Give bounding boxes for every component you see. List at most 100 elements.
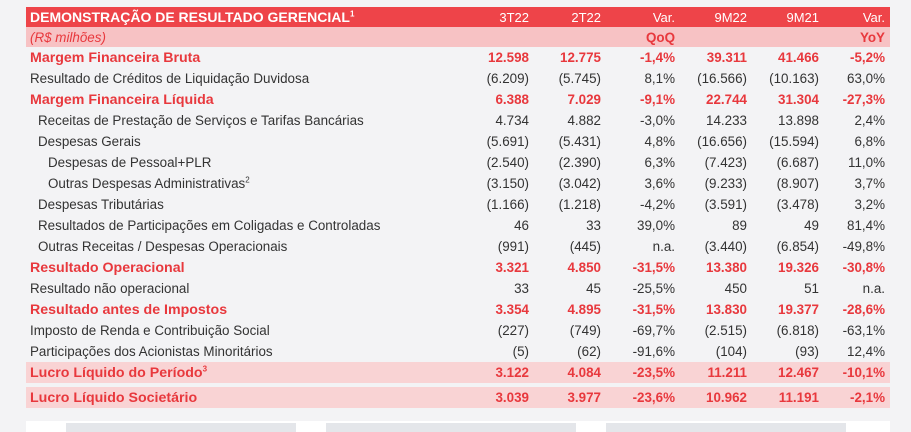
footnote-marker: 3	[202, 363, 208, 373]
row-label: Margem Financeira Líquida	[26, 89, 438, 110]
row-label-text: Imposto de Renda e Contribuição Social	[30, 323, 270, 338]
cell-var-yoy: -49,8%	[842, 239, 885, 254]
row-label: Lucro Líquido do Período3	[26, 362, 438, 383]
col-header-2t22: 2T22	[534, 7, 606, 27]
subheader-empty	[438, 27, 534, 47]
cell-var-qoq: -31,5%	[632, 302, 675, 317]
subheader-empty	[752, 27, 824, 47]
cell-var-qoq: 6,3%	[644, 155, 675, 170]
cell-var-yoy: -30,8%	[842, 260, 885, 275]
table-row: Receitas de Prestação de Serviços e Tari…	[26, 110, 890, 131]
unit-label: (R$ milhões)	[26, 27, 438, 47]
cell-9m21: (15.594)	[769, 134, 819, 149]
cell-var-yoy: -10,1%	[824, 362, 890, 383]
row-label: Resultado antes de Impostos	[26, 299, 438, 320]
row-label: Resultado não operacional	[26, 278, 438, 299]
cell-2t22: 4.895	[567, 302, 601, 317]
table-header-row: DEMONSTRAÇÃO DE RESULTADO GERENCIAL1 3T2…	[26, 7, 890, 27]
table-row: Margem Financeira Bruta 12.598 12.775 -1,4%…	[26, 47, 890, 68]
yoy-label: YoY	[824, 27, 890, 47]
table-row: Resultado Operacional 3.321 4.850 -31,5% 13.…	[26, 257, 890, 278]
cell-3t22: (991)	[497, 239, 529, 254]
qoq-label: QoQ	[606, 27, 680, 47]
cell-3t22: (6.209)	[486, 71, 529, 86]
row-label-text: Margem Financeira Bruta	[30, 49, 201, 66]
cell-2t22: (2.390)	[558, 155, 601, 170]
cell-3t22: 33	[514, 281, 529, 296]
row-label-text: Lucro Líquido Societário	[30, 389, 198, 406]
cell-2t22: 4.882	[567, 113, 601, 128]
row-label: Imposto de Renda e Contribuição Social	[26, 320, 438, 341]
row-label: Receitas de Prestação de Serviços e Tari…	[26, 110, 438, 131]
cell-9m21: 12.467	[752, 362, 824, 383]
cell-var-yoy: -2,1%	[824, 387, 890, 408]
row-label-text: Resultado não operacional	[30, 281, 190, 296]
cell-9m22: 89	[732, 218, 747, 233]
cell-var-qoq: -25,5%	[632, 281, 675, 296]
cell-2t22: (445)	[569, 239, 601, 254]
col-header-var-yoy: Var.	[824, 7, 890, 27]
cell-9m22: (7.423)	[704, 155, 747, 170]
cell-2t22: (5.745)	[558, 71, 601, 86]
cell-9m22: 22.744	[706, 92, 747, 107]
bottom-strip-shade	[66, 423, 296, 432]
cell-var-yoy: -5,2%	[850, 50, 885, 65]
cell-9m22: (3.440)	[704, 239, 747, 254]
cell-9m22: 11.211	[680, 362, 752, 383]
cell-3t22: 46	[514, 218, 529, 233]
row-label: Resultados de Participações em Coligadas…	[26, 215, 438, 236]
cell-var-qoq: -69,7%	[632, 323, 675, 338]
bottom-strip-shade	[606, 423, 846, 432]
cell-2t22: 7.029	[567, 92, 601, 107]
cell-3t22: 6.388	[495, 92, 529, 107]
row-label-text: Resultado de Créditos de Liquidação Duvi…	[30, 71, 310, 86]
cell-var-yoy: 2,4%	[854, 113, 885, 128]
cell-9m22: (2.515)	[704, 323, 747, 338]
income-statement-table: DEMONSTRAÇÃO DE RESULTADO GERENCIAL1 3T2…	[26, 7, 890, 408]
cell-2t22: (5.431)	[558, 134, 601, 149]
row-label: Resultado Operacional	[26, 257, 438, 278]
cell-var-qoq: 39,0%	[637, 218, 675, 233]
cell-3t22: 12.598	[488, 50, 529, 65]
cell-2t22: 4.084	[534, 362, 606, 383]
cell-9m21: 19.326	[778, 260, 819, 275]
cell-3t22: (3.150)	[486, 176, 529, 191]
cell-var-yoy: 63,0%	[847, 71, 885, 86]
cell-9m22: (9.233)	[704, 176, 747, 191]
row-label-text: Receitas de Prestação de Serviços e Tari…	[38, 113, 364, 128]
cell-var-yoy: 11,0%	[848, 155, 885, 170]
cell-9m21: (3.478)	[776, 197, 819, 212]
table-row: Resultados de Participações em Coligadas…	[26, 215, 890, 236]
col-header-3t22: 3T22	[438, 7, 534, 27]
cell-9m21: 51	[804, 281, 819, 296]
cell-var-qoq: -31,5%	[632, 260, 675, 275]
cell-9m22: 14.233	[706, 113, 747, 128]
cell-var-qoq: 4,8%	[644, 134, 675, 149]
table-row: Margem Financeira Líquida 6.388 7.029 -9,1%…	[26, 89, 890, 110]
row-label: Despesas de Pessoal+PLR	[26, 152, 438, 173]
cell-2t22: (1.218)	[558, 197, 601, 212]
cell-9m21: (6.854)	[776, 239, 819, 254]
cell-9m22: 13.830	[706, 302, 747, 317]
cell-var-qoq: -4,2%	[640, 197, 675, 212]
row-label-text: Participações dos Acionistas Minoritário…	[30, 344, 273, 359]
cell-var-yoy: n.a.	[862, 281, 885, 296]
cell-3t22: (2.540)	[486, 155, 529, 170]
cell-3t22: 3.039	[438, 387, 534, 408]
row-label: Despesas Gerais	[26, 131, 438, 152]
row-label: Lucro Líquido Societário	[26, 387, 438, 408]
cell-3t22: 4.734	[495, 113, 529, 128]
footnote-marker: 1	[349, 9, 355, 19]
cell-3t22: 3.122	[438, 362, 534, 383]
table-row: Despesas Tributárias (1.166) (1.218) -4,2% (…	[26, 194, 890, 215]
cell-3t22: (5)	[512, 344, 529, 359]
cell-9m22: 10.962	[680, 387, 752, 408]
row-label: Despesas Tributárias	[26, 194, 438, 215]
table-title-text: DEMONSTRAÇÃO DE RESULTADO GERENCIAL	[30, 9, 350, 25]
row-label-text: Margem Financeira Líquida	[30, 91, 214, 108]
cell-var-yoy: -28,6%	[842, 302, 885, 317]
row-label-text: Resultado Operacional	[30, 259, 185, 276]
table-row: Lucro Líquido Societário 3.039 3.977 -23,6%…	[26, 387, 890, 408]
col-header-9m21: 9M21	[752, 7, 824, 27]
cell-var-qoq: -1,4%	[640, 50, 675, 65]
